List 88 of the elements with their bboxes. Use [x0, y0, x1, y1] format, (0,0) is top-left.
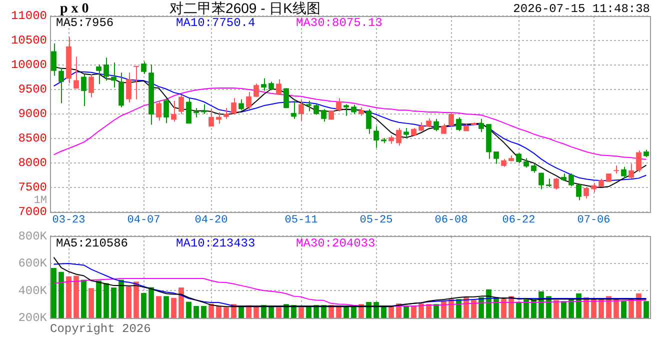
y-tick-label: 400K — [18, 284, 48, 298]
text: MA5:7956 — [56, 16, 114, 30]
x-tick-label: 06-08 — [434, 214, 468, 227]
candlestick — [576, 183, 582, 201]
chart-title: 对二甲苯2609 - 日K线图 — [170, 0, 320, 16]
y-tick-label: 600K — [18, 256, 48, 271]
candlestick — [298, 98, 304, 122]
candlestick — [374, 126, 379, 148]
candlestick — [254, 83, 259, 98]
text: MA10:7750.4 — [176, 16, 256, 30]
candlestick — [538, 172, 544, 190]
candlestick — [524, 158, 529, 168]
candlestick — [448, 112, 454, 128]
candlestick — [621, 166, 626, 180]
candlestick — [636, 150, 642, 173]
x-tick-label: 07-06 — [577, 214, 610, 227]
x-tick-label: 06-22 — [502, 214, 536, 227]
candlestick — [306, 100, 312, 112]
candlestick — [314, 104, 319, 116]
candlestick — [186, 98, 192, 124]
candlestick — [201, 104, 206, 114]
candlestick — [74, 56, 79, 90]
candlestick — [568, 173, 574, 187]
y-tick-label: 7000 — [18, 205, 47, 220]
candlestick — [126, 72, 132, 103]
candlestick — [216, 112, 222, 124]
text: 1M — [34, 194, 47, 207]
x-tick-label: 04-07 — [127, 214, 160, 227]
candlestick — [441, 123, 446, 134]
text: MA10:213433 — [176, 236, 256, 250]
candlestick — [156, 100, 162, 122]
y-tick-label: 200K — [18, 311, 48, 326]
candlestick — [111, 62, 116, 88]
candlestick — [208, 108, 214, 127]
candlestick — [96, 64, 102, 85]
candlestick — [344, 104, 349, 116]
candlestick — [396, 127, 402, 146]
candlestick — [366, 108, 372, 134]
text: MA30:204033 — [296, 236, 376, 250]
candlestick — [434, 118, 439, 132]
candlestick — [456, 116, 462, 132]
candlestick — [141, 61, 146, 74]
candlestick — [224, 108, 229, 120]
x-tick-label: 05-11 — [284, 214, 318, 227]
text: MA30:8075.13 — [296, 16, 382, 30]
candlestick — [164, 98, 169, 124]
candlestick — [321, 108, 326, 122]
y-tick-label: 9000 — [18, 107, 47, 122]
candlestick — [238, 98, 244, 111]
candlestick — [51, 42, 56, 76]
candlestick — [81, 74, 86, 107]
candlestick — [246, 91, 252, 110]
annotation: 2026-07-15 11:48:38 — [513, 2, 650, 16]
candlestick — [276, 78, 282, 95]
x-tick-label: 04-20 — [194, 214, 228, 227]
candlestick — [58, 67, 64, 104]
y-tick-label: 7500 — [18, 180, 47, 195]
candlestick — [351, 104, 356, 114]
candlestick — [584, 186, 589, 200]
candlestick — [336, 98, 342, 112]
series-label: MA5:210586 — [56, 236, 128, 250]
candlestick — [554, 177, 559, 190]
candlestick — [628, 163, 634, 180]
candlestick — [531, 163, 536, 174]
candlestick — [261, 78, 266, 92]
annotation: p x 0 — [60, 2, 89, 17]
candlestick — [231, 98, 236, 116]
candlestick — [494, 150, 499, 164]
candlestick — [104, 57, 109, 82]
x-tick-label: 03-23 — [52, 214, 86, 227]
candlestick — [171, 100, 176, 122]
candlestick — [178, 94, 184, 114]
candlestick — [591, 182, 596, 193]
candlestick — [291, 100, 296, 120]
candlestick — [516, 152, 522, 164]
y-tick-label: 10000 — [10, 58, 47, 72]
y-tick-label: 8500 — [18, 132, 47, 146]
x-tick-label: 05-25 — [360, 214, 393, 227]
candlestick — [134, 65, 139, 100]
y-tick-label: 8000 — [18, 156, 47, 170]
candlestick — [88, 74, 94, 98]
y-tick-label: 11000 — [10, 9, 47, 24]
y-tick-label: 10500 — [10, 34, 47, 48]
text: Copyright 2026 — [50, 322, 151, 336]
y-tick-label: 800K — [18, 229, 48, 244]
candlestick — [478, 118, 484, 133]
candlestick — [404, 127, 409, 139]
y-tick-label: 9500 — [18, 82, 47, 97]
